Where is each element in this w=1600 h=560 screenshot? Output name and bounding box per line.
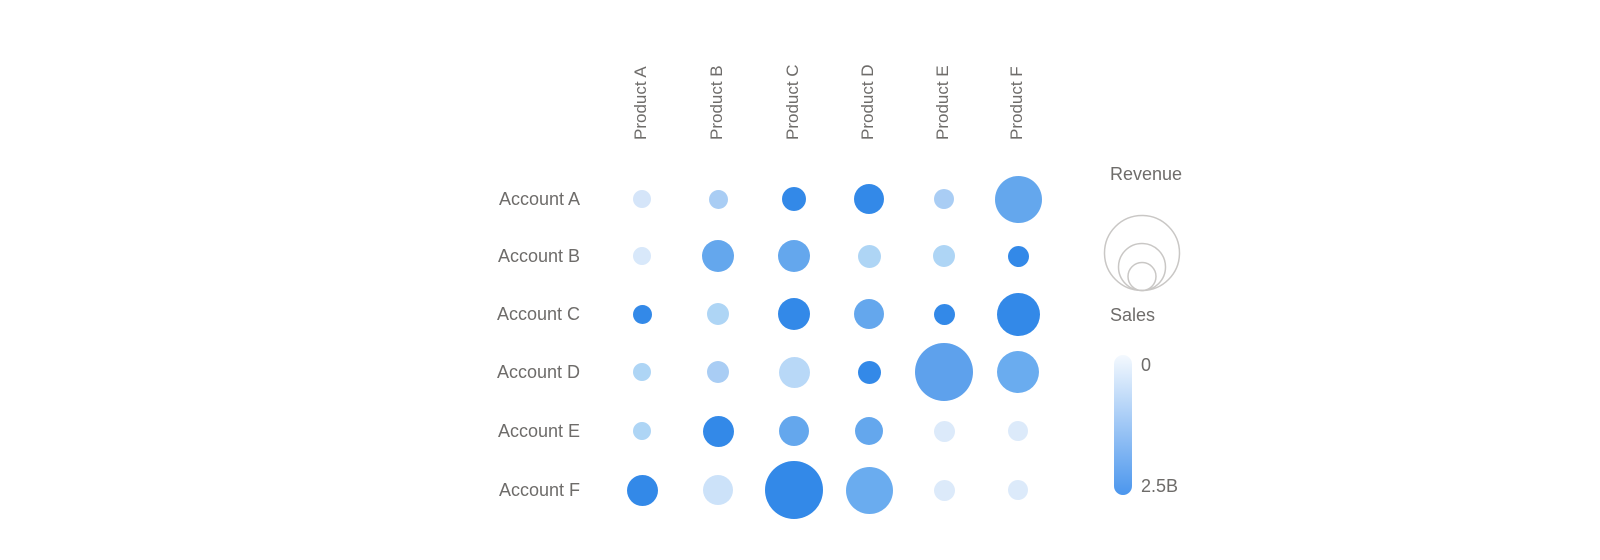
bubble-account-f-product-a[interactable] xyxy=(626,474,658,506)
bubble-account-c-product-c[interactable] xyxy=(778,298,810,330)
bubble-account-a-product-b[interactable] xyxy=(708,189,728,209)
bubble-account-a-product-e[interactable] xyxy=(934,189,954,209)
bubble-account-b-product-a[interactable] xyxy=(633,247,651,265)
bubble-account-b-product-c[interactable] xyxy=(778,240,810,272)
bubble-account-a-product-d[interactable] xyxy=(854,184,884,214)
sales-scale-max-label: 2.5B xyxy=(1141,476,1179,496)
bubble-account-f-product-e[interactable] xyxy=(933,479,955,501)
revenue-legend-title: Revenue xyxy=(1110,164,1183,184)
bubble-account-a-product-c[interactable] xyxy=(782,187,806,211)
bubble-account-d-product-d[interactable] xyxy=(857,360,881,384)
bubble-account-c-product-b[interactable] xyxy=(707,303,729,325)
col-label-product-a: Product A xyxy=(631,66,650,140)
row-label-account-c: Account C xyxy=(496,304,580,324)
row-label-account-d: Account D xyxy=(496,362,580,382)
bubble-account-f-product-b[interactable] xyxy=(703,475,733,505)
col-label-product-b: Product B xyxy=(707,65,726,140)
row-label-account-f: Account F xyxy=(498,480,580,500)
col-label-product-e: Product E xyxy=(933,65,952,140)
bubble-account-a-product-f[interactable] xyxy=(994,175,1042,223)
bubble-account-a-product-a[interactable] xyxy=(633,190,651,208)
bubble-account-e-product-a[interactable] xyxy=(633,422,651,440)
row-label-account-b: Account B xyxy=(497,246,580,266)
bubble-account-d-product-a[interactable] xyxy=(633,363,651,381)
bubble-account-e-product-c[interactable] xyxy=(779,416,809,446)
size-legend-outer-circle xyxy=(1103,214,1181,292)
bubble-account-b-product-e[interactable] xyxy=(933,245,955,267)
row-label-account-a: Account A xyxy=(498,189,580,209)
bubble-account-e-product-b[interactable] xyxy=(702,415,734,447)
bubble-account-e-product-e[interactable] xyxy=(933,420,955,442)
sales-legend-title: Sales xyxy=(1110,305,1156,325)
col-label-product-f: Product F xyxy=(1007,66,1026,140)
bubble-account-d-product-c[interactable] xyxy=(778,356,810,388)
col-label-product-c: Product C xyxy=(783,64,802,140)
size-legend-middle-circle xyxy=(1117,242,1167,292)
bubble-account-c-product-d[interactable] xyxy=(854,299,884,329)
bubble-account-c-product-a[interactable] xyxy=(632,304,652,324)
bubble-account-b-product-b[interactable] xyxy=(702,240,734,272)
bubble-account-f-product-d[interactable] xyxy=(845,466,893,514)
bubble-account-d-product-b[interactable] xyxy=(707,361,729,383)
bubble-account-f-product-c[interactable] xyxy=(765,461,823,519)
size-legend-inner-circle xyxy=(1127,261,1157,292)
sales-color-scale-bar xyxy=(1114,355,1132,495)
sales-scale-min-label: 0 xyxy=(1141,355,1152,375)
revenue-size-legend xyxy=(1103,214,1181,292)
bubble-account-b-product-f[interactable] xyxy=(1007,245,1029,267)
bubble-account-d-product-e[interactable] xyxy=(915,343,973,401)
bubble-account-c-product-f[interactable] xyxy=(996,292,1040,336)
bubble-account-c-product-e[interactable] xyxy=(933,303,955,325)
bubble-account-e-product-d[interactable] xyxy=(855,417,883,445)
bubble-account-d-product-f[interactable] xyxy=(997,351,1039,393)
col-label-product-d: Product D xyxy=(858,64,877,140)
bubble-account-b-product-d[interactable] xyxy=(857,244,881,268)
bubble-account-e-product-f[interactable] xyxy=(1008,421,1028,441)
bubble-account-f-product-f[interactable] xyxy=(1008,480,1028,500)
row-label-account-e: Account E xyxy=(497,421,580,441)
